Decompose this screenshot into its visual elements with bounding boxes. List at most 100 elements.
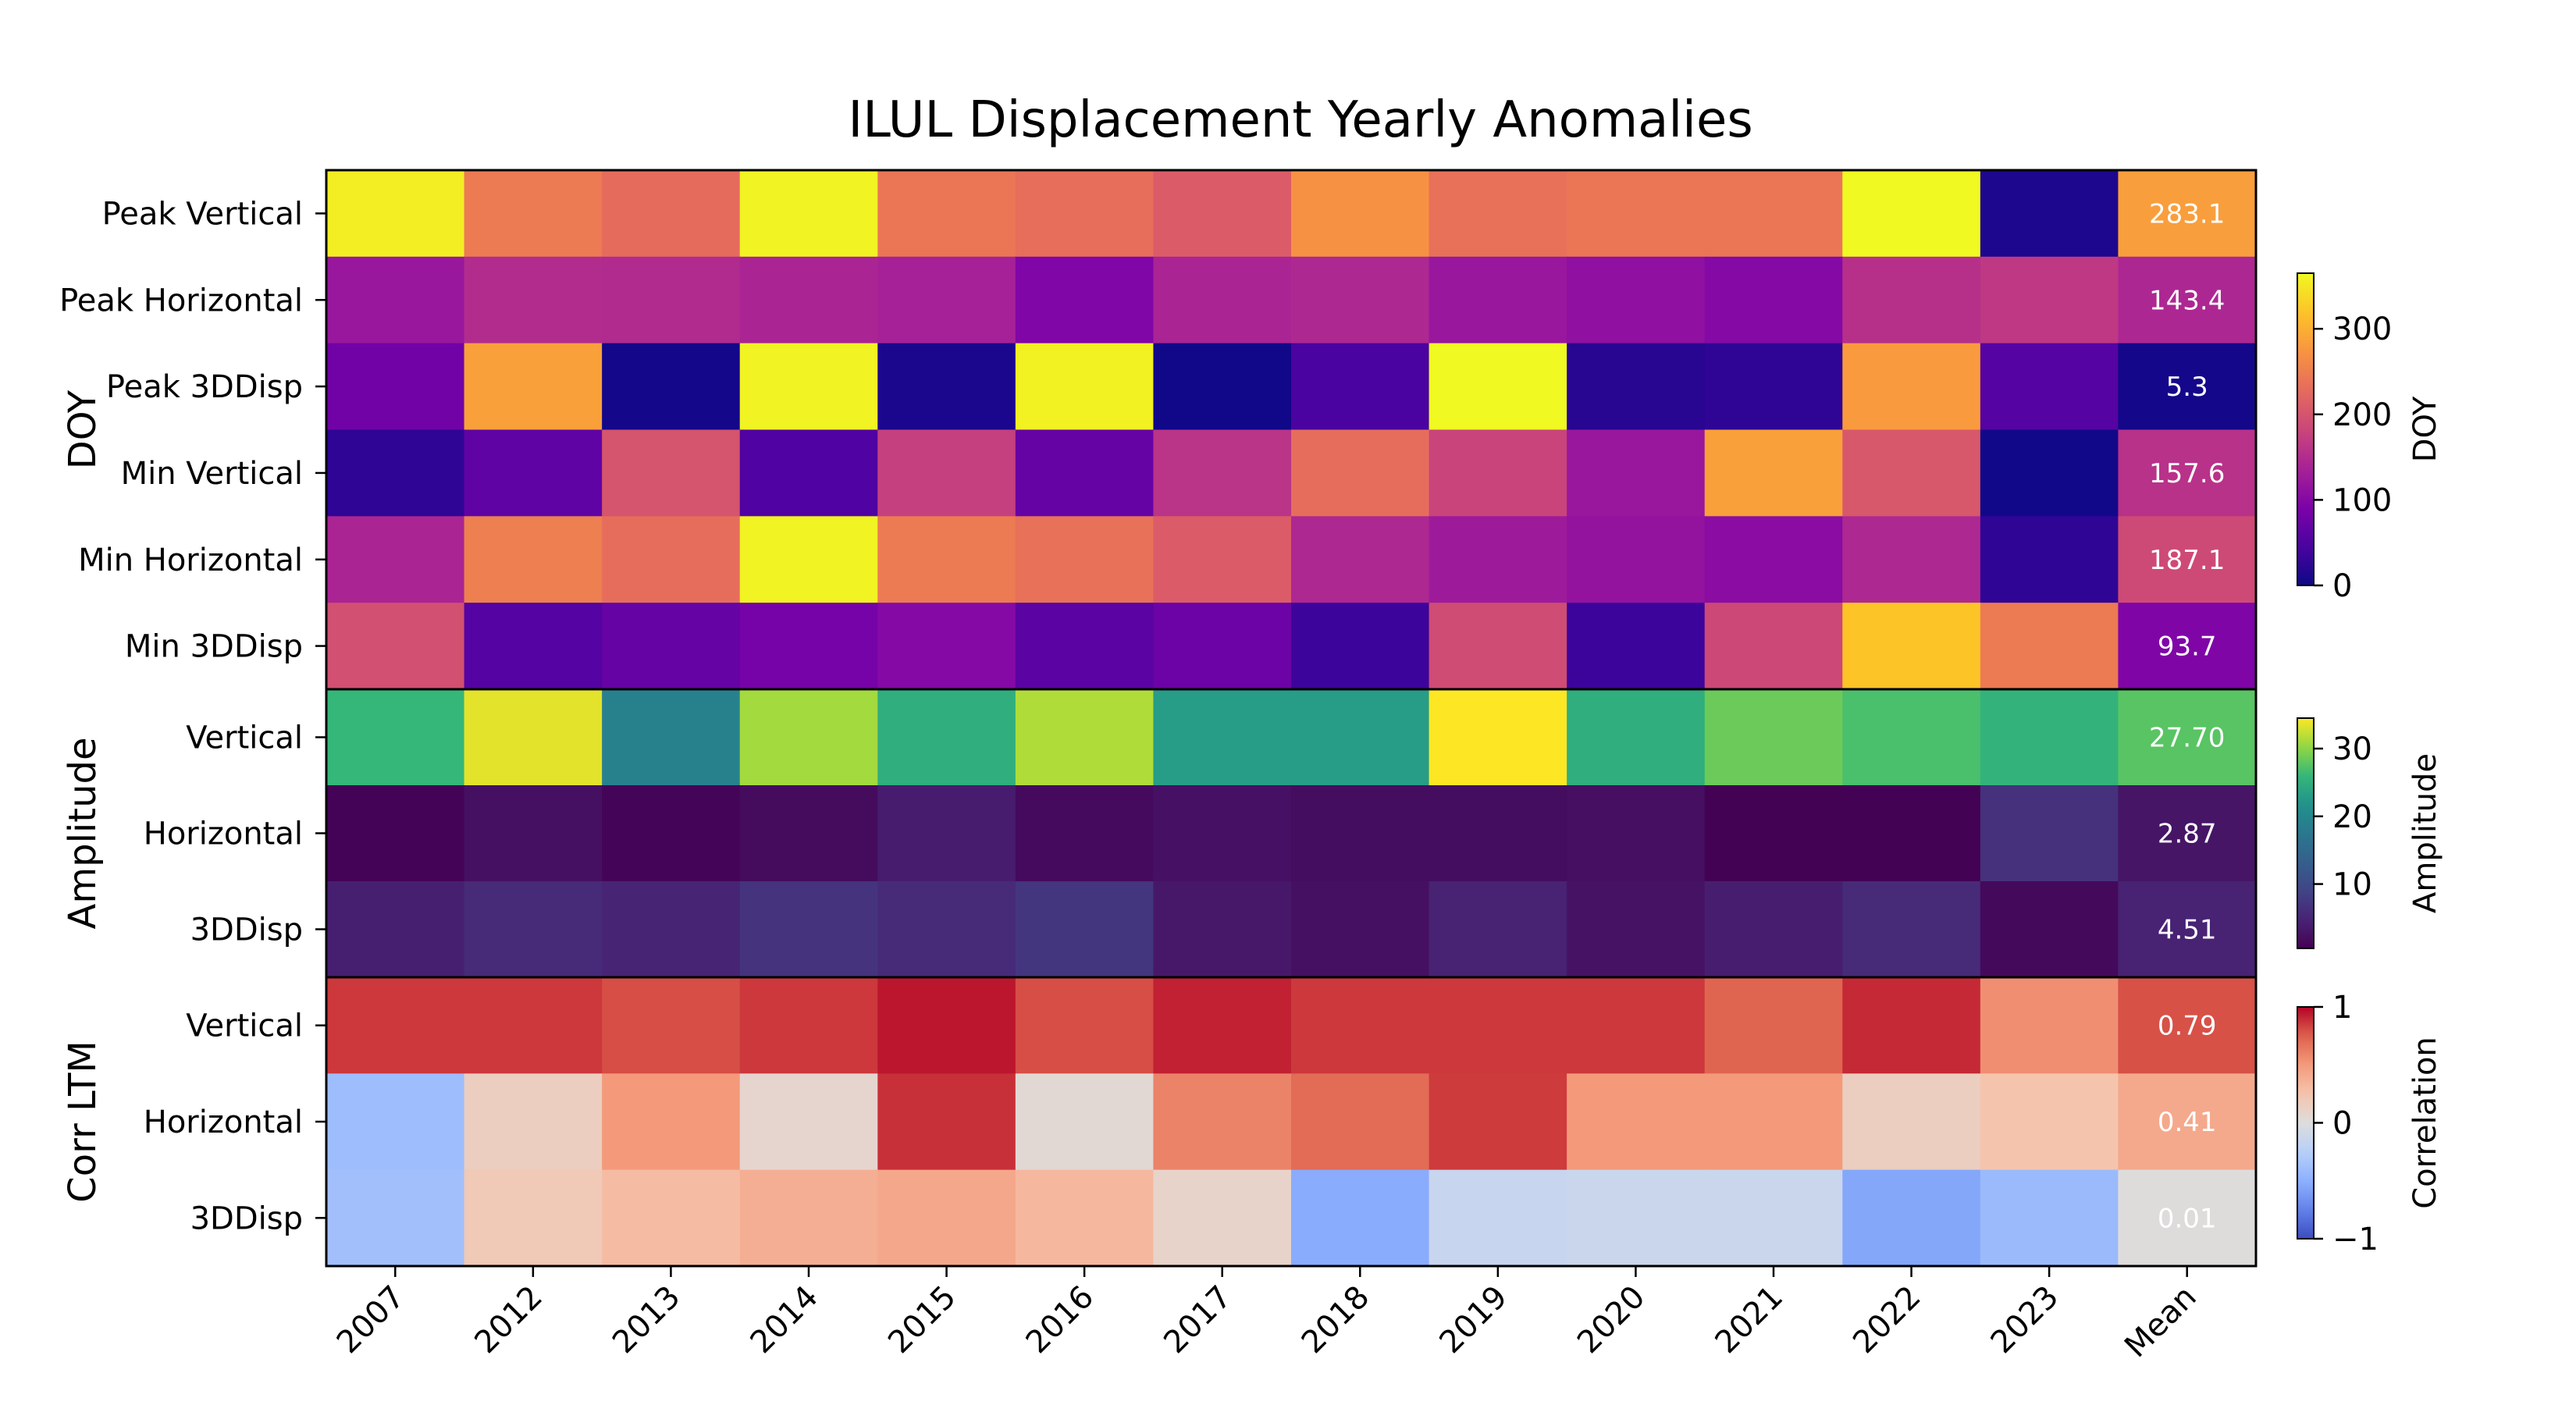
mean-value-label: 157.6 [2149,458,2225,489]
heatmap-cell-doy-min-3ddisp-2015 [877,603,1016,690]
heatmap-cell-amplitude-vertical-2007 [326,689,465,786]
heatmap-cell-doy-peak-horizontal-2019 [1429,256,1567,344]
heatmap-cell-doy-min-horizontal-2022 [1842,516,1981,603]
row-label: Vertical [186,720,303,756]
heatmap-cell-doy-peak-horizontal-2018 [1291,256,1430,344]
heatmap-cell-doy-peak-horizontal-2013 [602,256,741,344]
heatmap-cell-corr-ltm-3ddisp-2016 [1015,1169,1155,1267]
heatmap-cell-corr-ltm-vertical-2017 [1153,977,1292,1074]
heatmap-cell-amplitude-3ddisp-2013 [602,881,741,978]
heatmap-cell-amplitude-3ddisp-2022 [1842,881,1981,978]
heatmap-cell-doy-peak-vertical-2018 [1291,170,1430,258]
heatmap-cell-doy-peak-vertical-mean [2118,170,2257,258]
heatmap-cell-amplitude-vertical-2021 [1704,689,1843,786]
heatmap-cell-corr-ltm-3ddisp-2020 [1567,1169,1706,1267]
heatmap-cell-doy-peak-3ddisp-2020 [1567,343,1706,431]
chart-title: ILUL Displacement Yearly Anomalies [848,91,1752,149]
heatmap-cell-amplitude-vertical-2018 [1291,689,1430,786]
heatmap-cell-corr-ltm-horizontal-2014 [739,1073,878,1171]
heatmap-cell-corr-ltm-vertical-2023 [1980,977,2119,1074]
heatmap-cell-doy-peak-vertical-2020 [1567,170,1706,258]
heatmap-cell-corr-ltm-3ddisp-2015 [877,1169,1016,1267]
heatmap-cell-amplitude-3ddisp-2014 [739,881,878,978]
heatmap-cell-doy-peak-3ddisp-2016 [1015,343,1155,431]
heatmap-cell-amplitude-3ddisp-2020 [1567,881,1706,978]
heatmap-cell-amplitude-horizontal-2018 [1291,785,1430,882]
heatmap-cell-amplitude-horizontal-2019 [1429,785,1567,882]
heatmap-cell-amplitude-horizontal-mean [2118,785,2257,882]
heatmap-cell-doy-min-horizontal-2012 [464,516,603,603]
heatmap-cell-corr-ltm-horizontal-2013 [602,1073,741,1171]
heatmap-cell-doy-peak-3ddisp-2018 [1291,343,1430,431]
heatmap-cell-corr-ltm-3ddisp-2018 [1291,1169,1430,1267]
heatmap-cell-doy-peak-vertical-2019 [1429,170,1567,258]
heatmap-cell-doy-peak-3ddisp-2015 [877,343,1016,431]
heatmap-cell-corr-ltm-3ddisp-2022 [1842,1169,1981,1267]
colorbars: 0 100 200 300 DOY 10 20 30 Amplitude −1 0 1 Correlat… [2297,272,2443,1257]
heatmap-cell-doy-min-3ddisp-2014 [739,603,878,690]
heatmap-cell-corr-ltm-3ddisp-mean [2118,1169,2257,1267]
heatmap-cell-amplitude-vertical-2019 [1429,689,1567,786]
heatmap-cell-corr-ltm-horizontal-2016 [1015,1073,1155,1171]
heatmap-cell-doy-min-3ddisp-2021 [1704,603,1843,690]
heatmap-cell-corr-ltm-horizontal-2015 [877,1073,1016,1171]
heatmap-cell-corr-ltm-horizontal-2018 [1291,1073,1430,1171]
heatmap-cell-doy-peak-horizontal-2007 [326,256,465,344]
heatmap-cell-doy-min-3ddisp-2018 [1291,603,1430,690]
heatmap-cell-amplitude-horizontal-2016 [1015,785,1155,882]
heatmap-cell-doy-min-vertical-2015 [877,429,1016,517]
row-label: Peak Horizontal [59,283,303,318]
heatmap-cell-doy-peak-3ddisp-2019 [1429,343,1567,431]
mean-value-label: 0.01 [2158,1203,2217,1234]
heatmap-cell-amplitude-3ddisp-2021 [1704,881,1843,978]
heatmap-cell-amplitude-vertical-2017 [1153,689,1292,786]
heatmap-cell-amplitude-horizontal-2012 [464,785,603,882]
mean-value-label: 283.1 [2149,198,2225,229]
group-label: DOY [61,389,105,469]
row-label: 3DDisp [190,912,303,948]
heatmap-cell-amplitude-3ddisp-2023 [1980,881,2119,978]
heatmap-cell-doy-min-vertical-2013 [602,429,741,517]
heatmap-cell-corr-ltm-vertical-2012 [464,977,603,1074]
heatmap-cell-doy-peak-3ddisp-2012 [464,343,603,431]
column-label: 2022 [1846,1279,1928,1361]
heatmap-cell-corr-ltm-vertical-2015 [877,977,1016,1074]
column-label: 2014 [744,1279,826,1361]
colorbar-tick-label: 30 [2332,731,2372,767]
colorbar-amplitude [2297,717,2314,949]
column-label: 2015 [881,1279,963,1361]
group-labels: DOY Amplitude Corr LTM [61,389,105,1203]
heatmap-cell-corr-ltm-3ddisp-2021 [1704,1169,1843,1267]
heatmap-cell-doy-min-horizontal-2018 [1291,516,1430,603]
heatmap-cell-corr-ltm-vertical-2020 [1567,977,1706,1074]
heatmap-cell-doy-min-vertical-2023 [1980,429,2119,517]
heatmap-cell-corr-ltm-3ddisp-2017 [1153,1169,1292,1267]
heatmap-cell-corr-ltm-horizontal-2012 [464,1073,603,1171]
colorbar-label: DOY [2407,396,2443,462]
heatmap-cell-doy-peak-vertical-2016 [1015,170,1155,258]
colorbar-tick-label: 20 [2332,799,2372,835]
heatmap-cell-doy-peak-vertical-2014 [739,170,878,258]
heatmap-cell-doy-min-vertical-2016 [1015,429,1155,517]
colorbar-label: Amplitude [2407,753,2443,913]
heatmap-cell-doy-min-vertical-2014 [739,429,878,517]
column-label: 2016 [1019,1279,1101,1361]
heatmap-cell-amplitude-horizontal-2023 [1980,785,2119,882]
heatmap-cell-doy-min-vertical-2007 [326,429,465,517]
heatmap-cell-amplitude-3ddisp-2018 [1291,881,1430,978]
heatmap-cell-corr-ltm-3ddisp-2014 [739,1169,878,1267]
heatmap-cell-corr-ltm-3ddisp-2007 [326,1169,465,1267]
heatmap-cell-doy-min-3ddisp-2007 [326,603,465,690]
column-label: 2007 [330,1279,412,1361]
heatmap-cell-corr-ltm-horizontal-2021 [1704,1073,1843,1171]
heatmap-cell-doy-min-horizontal-2015 [877,516,1016,603]
heatmap-cell-doy-peak-horizontal-2021 [1704,256,1843,344]
colorbar-tick-label: 0 [2332,568,2352,604]
heatmap-cell-amplitude-horizontal-2021 [1704,785,1843,882]
heatmap-cell-doy-peak-3ddisp-2014 [739,343,878,431]
row-label: Min 3DDisp [125,629,303,665]
heatmap-cell-doy-min-3ddisp-2017 [1153,603,1292,690]
column-label: 2023 [1984,1279,2066,1361]
heatmap-cell-corr-ltm-vertical-mean [2118,977,2257,1074]
heatmap-cell-doy-peak-3ddisp-2022 [1842,343,1981,431]
